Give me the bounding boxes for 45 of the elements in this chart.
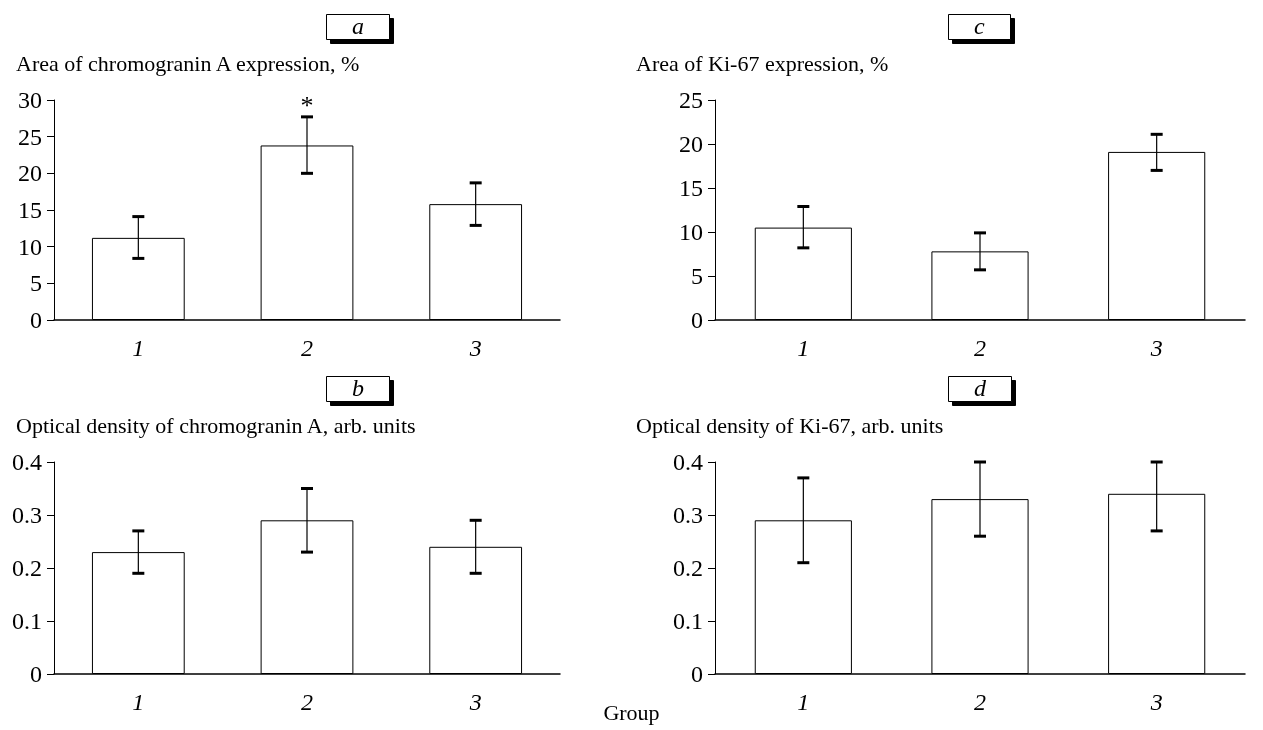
y-tick-label: 0.3 [12,502,42,528]
y-tick-label: 10 [18,233,42,260]
y-tick-label: 5 [691,263,703,289]
y-tick-label: 5 [30,270,42,297]
y-tick-label: 20 [679,131,703,157]
y-tick-label: 0.4 [12,449,42,475]
y-tick-label: 25 [18,123,42,150]
x-tick-label: 3 [468,335,482,361]
y-axis-title: Area of chromogranin A expression, % [16,50,360,76]
y-tick-label: 0.2 [673,555,703,581]
x-tick-label: 2 [301,689,313,715]
x-tick-label: 2 [301,335,313,361]
y-tick-label: 30 [18,87,42,113]
y-tick-label: 15 [679,175,703,201]
x-tick-label: 1 [132,335,145,361]
y-axis-title: Optical density of Ki-67, arb. units [636,412,944,438]
y-tick-label: 0.2 [12,555,42,581]
annotation: * [300,91,314,121]
y-tick-label: 0 [691,661,703,687]
y-tick-label: 15 [18,197,42,223]
x-axis-title: Group [603,700,660,725]
y-tick-label: 0.4 [673,449,703,475]
x-tick-label: 2 [974,689,986,715]
x-tick-label: 1 [797,689,810,715]
x-tick-label: 1 [797,335,810,361]
y-tick-label: 10 [679,219,703,245]
x-tick-label: 3 [1149,689,1163,715]
chart-title: d [974,375,987,401]
x-tick-label: 1 [132,689,145,715]
y-tick-label: 25 [679,87,703,113]
y-tick-label: 20 [18,160,42,187]
chart-title: a [352,13,364,39]
x-tick-label: 3 [468,689,482,715]
chart-title: b [352,375,364,401]
y-tick-label: 0.1 [12,608,42,634]
y-tick-label: 0 [691,307,703,333]
chart-title: c [974,13,985,39]
x-tick-label: 2 [974,335,986,361]
y-tick-label: 0.1 [673,608,703,634]
y-axis-title: Area of Ki-67 expression, % [636,50,889,76]
y-axis-title: Optical density of chromogranin A, arb. units [16,412,416,438]
y-tick-label: 0 [30,661,42,687]
x-tick-label: 3 [1149,335,1163,361]
y-tick-label: 0.3 [673,502,703,528]
y-tick-label: 0 [30,307,42,333]
